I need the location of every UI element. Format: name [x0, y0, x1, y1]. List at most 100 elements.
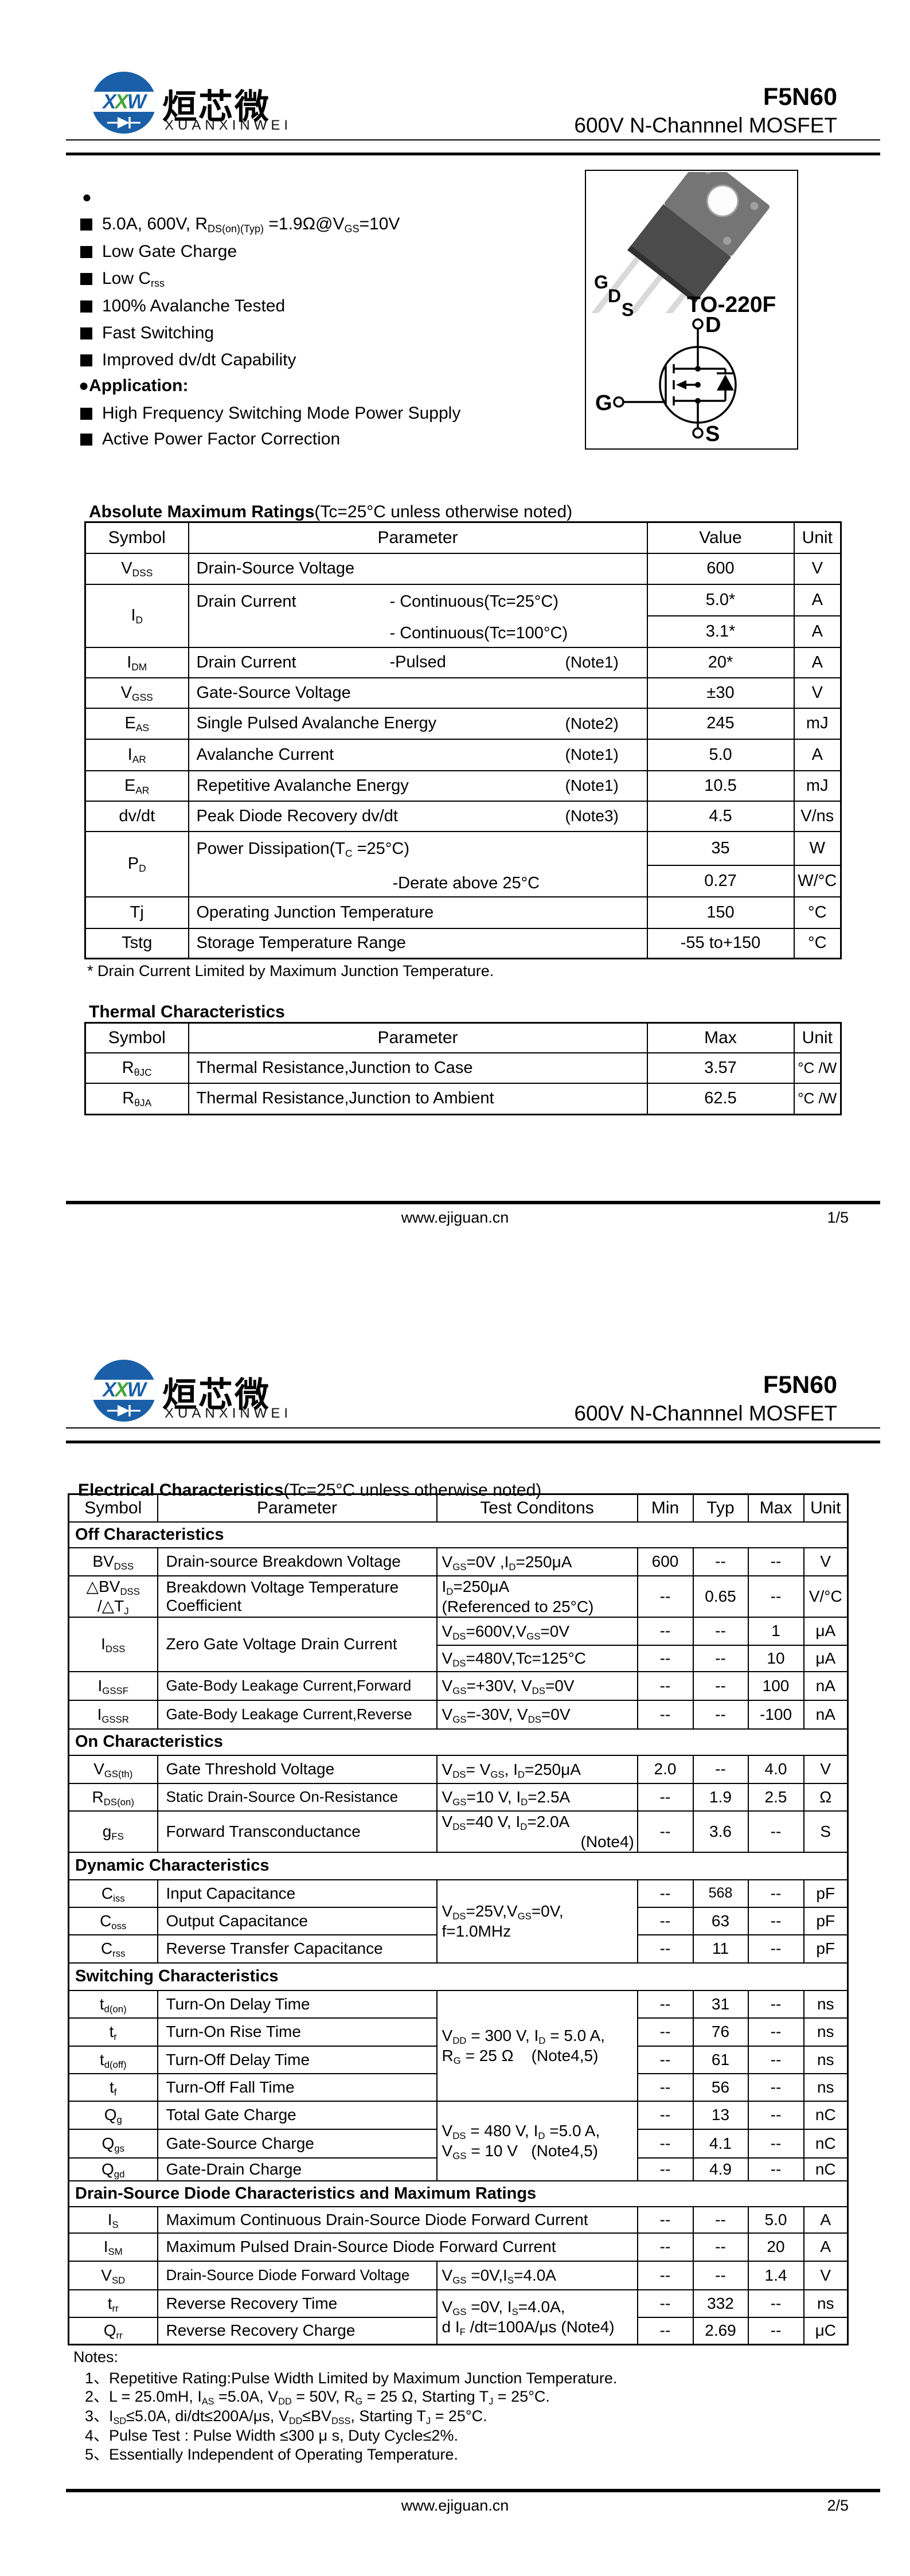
vgsth-max: 4.0: [747, 1754, 804, 1784]
idss-sym: IDSS: [68, 1616, 158, 1672]
ear-value: 10.5: [646, 770, 795, 802]
idm-param: Drain Current -Pulsed (Note1): [188, 646, 648, 678]
vsd-sym: VSD: [68, 2260, 158, 2290]
vgsth-unit: V: [803, 1754, 849, 1784]
vgsth-min: 2.0: [636, 1754, 694, 1784]
square-bullet-icon: [80, 218, 92, 231]
igssf-min: --: [636, 1671, 694, 1701]
gfs-min: --: [636, 1810, 694, 1853]
note-2: 2、L = 25.0mH, IAS =5.0A, VDD = 50V, RG =…: [85, 2388, 550, 2407]
ear-unit: mJ: [793, 770, 842, 802]
tdon-typ: 31: [692, 1989, 749, 2019]
bvdss-sym: BVDSS: [68, 1547, 158, 1576]
crss-unit: pF: [803, 1934, 849, 1964]
tstg-param: Storage Temperature Range: [188, 927, 648, 959]
electrical-characteristics-table: Symbol Parameter Test Conditons Min Typ Max Un…: [68, 1493, 849, 2345]
dbvdss-max: --: [747, 1575, 804, 1618]
igssr-max: -100: [747, 1699, 804, 1730]
dvdt-param: Peak Diode Recovery dv/dt (Note3): [188, 800, 648, 832]
footer-url: www.ejiguan.cn: [401, 1209, 509, 1226]
igssf-max: 100: [747, 1671, 804, 1701]
qgs-sym: Qgs: [68, 2128, 158, 2159]
igssf-unit: nA: [803, 1671, 849, 1701]
tr-unit: ns: [803, 2017, 849, 2047]
vsd-min: --: [636, 2260, 694, 2290]
trr-max: --: [747, 2289, 804, 2318]
tr-typ: 76: [692, 2017, 749, 2047]
vgss-sym: VGSS: [84, 677, 189, 709]
col-typ: Typ: [692, 1493, 749, 1523]
symbol-label-gate: G: [595, 391, 612, 415]
square-bullet-icon: [80, 407, 92, 420]
vgsth-sym: VGS(th): [68, 1754, 158, 1784]
bvdss-unit: V: [803, 1547, 849, 1576]
igssr-param: Gate-Body Leakage Current,Reverse: [157, 1699, 438, 1730]
qgd-min: --: [636, 2157, 694, 2181]
application-heading: ●Application:: [79, 376, 189, 395]
dbvdss-min: --: [636, 1575, 694, 1618]
idss-typ2: --: [692, 1644, 749, 1672]
tr-min: --: [636, 2017, 694, 2047]
absolute-maximum-ratings-table: Symbol Parameter Value Unit VDSS Drain-Sourc…: [84, 521, 842, 959]
qg-unit: nC: [803, 2100, 849, 2130]
crss-param: Reverse Transfer Capacitance: [157, 1934, 438, 1964]
gfs-sym: gFS: [68, 1810, 158, 1853]
qrr-unit: μC: [803, 2316, 849, 2345]
part-number: F5N60: [763, 83, 837, 111]
feature-item: Fast Switching: [80, 323, 214, 344]
application-item: High Frequency Switching Mode Power Supp…: [80, 403, 460, 424]
qrr-min: --: [636, 2316, 694, 2345]
mosfet-symbol: [613, 318, 737, 439]
vsd-max: 1.4: [747, 2260, 804, 2290]
is-sym: IS: [68, 2206, 158, 2234]
ism-typ: --: [692, 2232, 749, 2262]
ism-unit: A: [803, 2232, 849, 2262]
pd-derate-unit: W/°C: [793, 864, 842, 897]
section-off-characteristics: Off Characteristics: [68, 1521, 849, 1548]
square-bullet-icon: [80, 245, 92, 258]
note-1: 1、Repetitive Rating:Pulse Width Limited …: [85, 2370, 618, 2387]
qgs-unit: nC: [803, 2128, 849, 2159]
tf-sym: tf: [68, 2072, 158, 2102]
dbvdss-typ: 0.65: [692, 1575, 749, 1618]
col-unit: Unit: [803, 1493, 849, 1523]
ism-param: Maximum Pulsed Drain-Source Diode Forwar…: [157, 2232, 638, 2262]
qgd-unit: nC: [803, 2157, 849, 2181]
igssr-sym: IGSSR: [68, 1699, 158, 1730]
tstg-unit: °C: [793, 927, 842, 959]
tdon-unit: ns: [803, 1989, 849, 2019]
pin-label-gate: G: [594, 272, 608, 292]
tf-unit: ns: [803, 2072, 849, 2102]
dbvdss-cond: ID=250μA (Referenced to 25°C): [436, 1575, 638, 1618]
ism-max: 20: [747, 2232, 804, 2262]
idss-unit2: μA: [803, 1644, 849, 1672]
qg-param: Total Gate Charge: [157, 2100, 438, 2130]
trr-unit: ns: [803, 2289, 849, 2318]
brand-name-english: XUANXINWEI: [165, 118, 292, 133]
col-value: Value: [646, 521, 795, 554]
col-max: Max: [747, 1493, 804, 1523]
rthja-sym: RθJA: [84, 1082, 189, 1115]
header-rule-thick: [66, 1441, 880, 1443]
igssr-unit: nA: [803, 1699, 849, 1730]
pd-param: Power Dissipation(TC =25°C) -Derate above…: [188, 830, 648, 897]
ciss-unit: pF: [803, 1879, 849, 1908]
diode-icon: [107, 1405, 140, 1416]
idss-min1: --: [636, 1616, 694, 1646]
coss-typ: 63: [692, 1906, 749, 1935]
iar-sym: IAR: [84, 738, 189, 771]
trr-param: Reverse Recovery Time: [157, 2289, 438, 2318]
tstg-value: -55 to+150: [646, 927, 795, 959]
col-unit: Unit: [793, 521, 842, 554]
col-symbol: Symbol: [84, 521, 189, 554]
bvdss-max: --: [747, 1547, 804, 1576]
col-unit: Unit: [793, 1022, 842, 1053]
rdson-min: --: [636, 1782, 694, 1812]
vgsth-typ: --: [692, 1754, 749, 1784]
dvdt-sym: dv/dt: [84, 800, 189, 832]
square-bullet-icon: [80, 433, 92, 446]
